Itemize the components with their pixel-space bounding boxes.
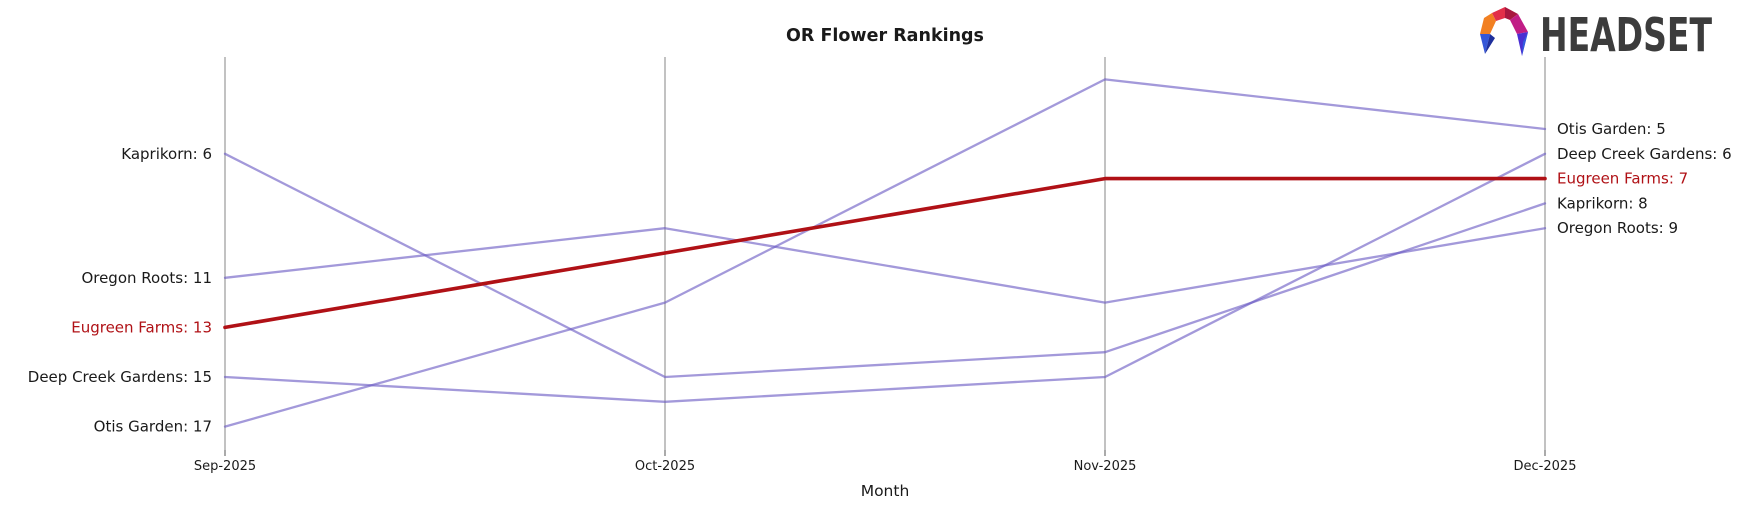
series-lines-layer	[223, 78, 1547, 428]
series-label-left-oregon-roots: Oregon Roots: 11	[81, 269, 212, 287]
chart-title: OR Flower Rankings	[786, 26, 984, 46]
month-axes-layer: Sep-2025 Oct-2025 Nov-2025 Dec-2025	[194, 57, 1577, 474]
series-line-eugreen-farms	[223, 176, 1547, 330]
month-tick-label-oct-2025: Oct-2025	[635, 459, 695, 474]
month-tick-label-nov-2025: Nov-2025	[1074, 459, 1137, 474]
series-line-kaprikorn	[223, 152, 1547, 379]
series-label-right-deep-creek-gardens: Deep Creek Gardens: 6	[1557, 145, 1732, 163]
x-axis-label: Month	[861, 482, 910, 500]
series-label-left-deep-creek-gardens: Deep Creek Gardens: 15	[28, 368, 212, 386]
series-label-left-kaprikorn: Kaprikorn: 6	[121, 145, 212, 163]
series-labels-layer: Kaprikorn: 6 Kaprikorn: 8 Oregon Roots: 11…	[28, 120, 1732, 436]
headset-logo: HEADSET	[1480, 7, 1712, 62]
headset-logo-icon	[1480, 7, 1528, 56]
headset-logo-text: HEADSET	[1540, 8, 1712, 62]
series-line-otis-garden	[223, 78, 1547, 428]
series-label-left-eugreen-farms: Eugreen Farms: 13	[71, 318, 212, 336]
series-label-right-eugreen-farms: Eugreen Farms: 7	[1557, 170, 1688, 188]
series-line-oregon-roots	[223, 227, 1547, 304]
month-tick-label-sep-2025: Sep-2025	[194, 459, 256, 474]
month-tick-label-dec-2025: Dec-2025	[1514, 459, 1577, 474]
series-line-deep-creek-gardens	[223, 152, 1547, 403]
series-label-right-otis-garden: Otis Garden: 5	[1557, 120, 1666, 138]
series-label-right-oregon-roots: Oregon Roots: 9	[1557, 219, 1678, 237]
series-label-left-otis-garden: Otis Garden: 17	[94, 418, 212, 436]
series-label-right-kaprikorn: Kaprikorn: 8	[1557, 194, 1648, 212]
